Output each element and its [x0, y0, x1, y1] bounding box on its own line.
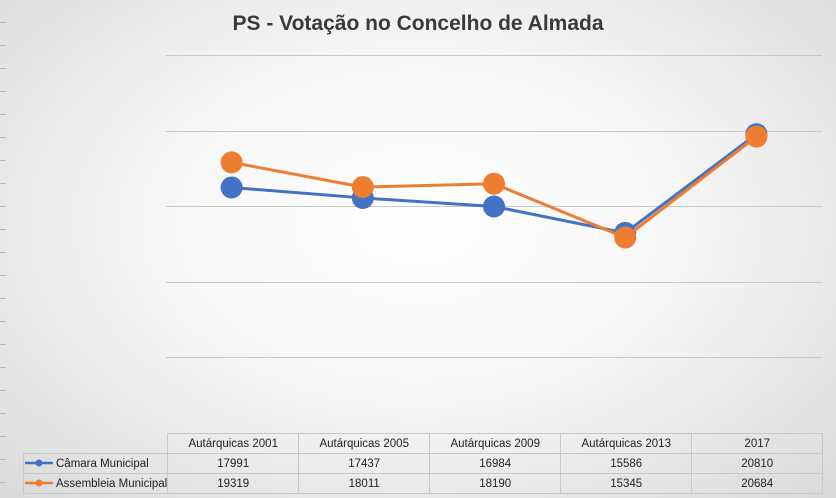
table-category-4: 2017	[691, 433, 824, 454]
table-value-s1-1: 18011	[298, 473, 431, 494]
table-category-2: Autárquicas 2009	[429, 433, 562, 454]
table-category-3: Autárquicas 2013	[560, 433, 693, 454]
data-point-s1-2	[483, 172, 505, 195]
data-point-s1-1	[351, 176, 374, 199]
data-point-s1-3	[614, 226, 637, 249]
table-value-s1-2: 18190	[429, 473, 562, 494]
legend-entry-1: Assembleia Municipal	[22, 473, 169, 494]
table-category-0: Autárquicas 2001	[167, 433, 300, 454]
chart-title: PS - Votação no Concelho de Almada	[232, 12, 604, 35]
table-header-row: Autárquicas 2001 Autárquicas 2005 Autárqui…	[24, 433, 824, 454]
legend-key-0	[25, 459, 53, 467]
data-point-s0-2	[483, 195, 505, 218]
left-edge-ticks	[0, 0, 6, 498]
data-point-s1-4	[745, 125, 768, 148]
series-layer	[220, 123, 768, 249]
table-category-1: Autárquicas 2005	[298, 433, 431, 454]
table-value-s0-2: 16984	[429, 453, 562, 474]
data-point-s1-0	[220, 151, 243, 174]
table-row: Assembleia Municipal 19319 18011 18190 15345…	[22, 473, 824, 494]
table-value-s0-4: 20810	[691, 453, 824, 474]
legend-key-marker-0	[35, 459, 43, 467]
data-table: Autárquicas 2001 Autárquicas 2005 Autárqui…	[22, 433, 824, 494]
table-value-s0-3: 15586	[560, 453, 693, 474]
table-corner	[24, 434, 168, 454]
legend-label-1: Assembleia Municipal	[56, 477, 168, 490]
legend-key-marker-1	[35, 479, 43, 487]
table-value-s0-1: 17437	[298, 453, 431, 474]
legend-key-1	[25, 479, 53, 487]
table-row: Câmara Municipal 17991 17437 16984 15586 2081…	[22, 453, 824, 474]
legend-entry-0: Câmara Municipal	[22, 453, 169, 474]
legend-label-0: Câmara Municipal	[56, 457, 149, 470]
table-value-s1-3: 15345	[560, 473, 693, 494]
table-value-s1-0: 19319	[167, 473, 300, 494]
table-value-s0-0: 17991	[167, 453, 300, 474]
table-value-s1-4: 20684	[691, 473, 824, 494]
data-point-s0-0	[220, 176, 243, 199]
